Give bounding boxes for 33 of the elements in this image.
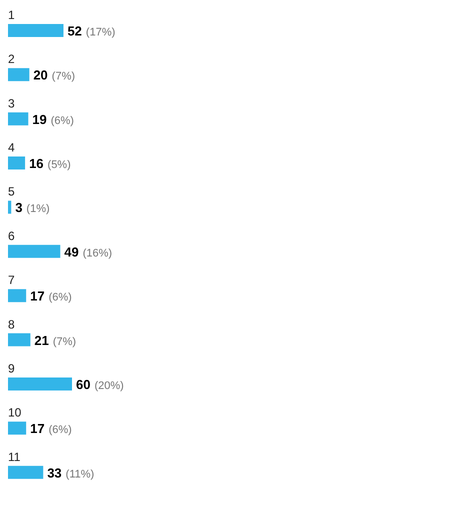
bar [8,244,60,258]
y-tick-label: 2 [8,52,15,66]
y-tick-label: 5 [8,184,15,199]
data-label: 3 (1%) [15,200,50,216]
data-label: 49 (16%) [64,244,112,260]
data-label: 16 (5%) [29,156,71,172]
data-label: 52 (17%) [67,24,116,38]
y-tick-label: 4 [8,140,15,155]
y-tick-label: 7 [8,273,15,288]
bar [8,377,72,390]
data-label: 19 (6%) [32,112,74,127]
bar [8,68,30,82]
bar [8,333,30,346]
y-tick-label: 6 [8,228,15,243]
y-tick-label: 1 [8,8,15,22]
y-tick-label: 3 [8,96,15,110]
bar [8,200,12,214]
y-tick-label: 9 [8,361,15,376]
bar [8,24,64,37]
data-label: 17 (6%) [30,421,72,436]
data-label: 21 (7%) [34,332,76,348]
bar [8,466,44,479]
bar [8,422,26,435]
bar [8,112,28,126]
bar [8,156,26,170]
data-label: 60 (20%) [76,376,124,392]
data-label: 17 (6%) [30,288,72,304]
y-tick-label: 10 [8,406,22,420]
data-label: 20 (7%) [33,68,76,83]
y-tick-label: 11 [8,450,21,464]
bar [8,289,26,302]
data-label: 33 (11%) [47,465,94,480]
y-tick-label: 8 [8,317,15,332]
